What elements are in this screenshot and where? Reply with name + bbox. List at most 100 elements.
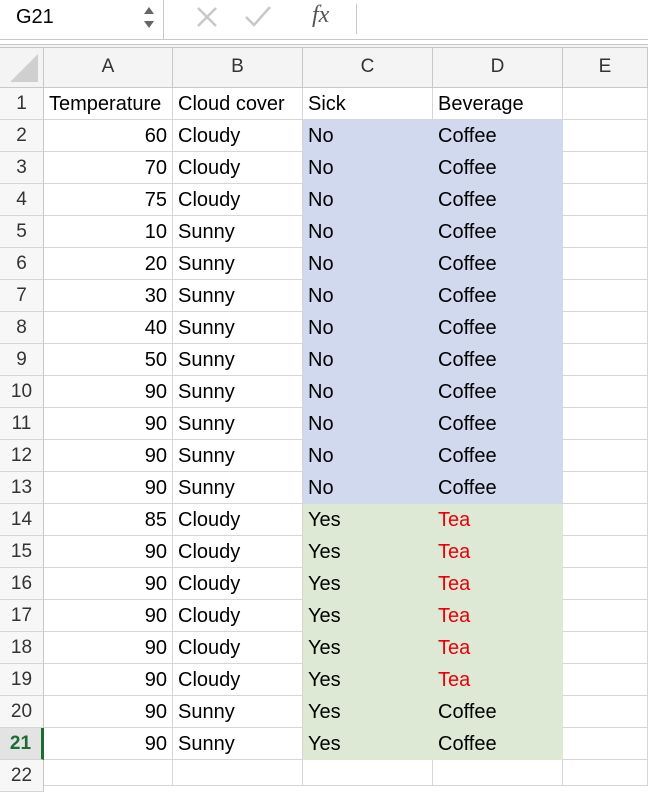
cell[interactable]: Temperature bbox=[44, 88, 173, 120]
name-box[interactable]: G21 bbox=[0, 0, 164, 40]
cell[interactable] bbox=[563, 216, 648, 248]
row-header[interactable]: 10 bbox=[0, 376, 44, 408]
row-header[interactable]: 16 bbox=[0, 568, 44, 600]
row-header[interactable]: 2 bbox=[0, 120, 44, 152]
cell[interactable]: Sunny bbox=[173, 248, 303, 280]
column-header[interactable]: B bbox=[173, 48, 303, 88]
cell[interactable]: No bbox=[303, 312, 433, 344]
row-header[interactable]: 17 bbox=[0, 600, 44, 632]
cell[interactable]: Tea bbox=[433, 600, 563, 632]
cell[interactable]: Coffee bbox=[433, 184, 563, 216]
cell[interactable] bbox=[563, 184, 648, 216]
cell[interactable] bbox=[303, 760, 433, 786]
cell[interactable] bbox=[563, 88, 648, 120]
row-header[interactable]: 5 bbox=[0, 216, 44, 248]
cell[interactable]: Sunny bbox=[173, 472, 303, 504]
cell[interactable] bbox=[563, 760, 648, 786]
cell[interactable] bbox=[563, 664, 648, 696]
cell[interactable]: Coffee bbox=[433, 280, 563, 312]
cell[interactable]: 50 bbox=[44, 344, 173, 376]
cell[interactable]: Yes bbox=[303, 536, 433, 568]
cell[interactable]: Sunny bbox=[173, 344, 303, 376]
row-header[interactable]: 12 bbox=[0, 440, 44, 472]
cell[interactable]: Cloudy bbox=[173, 152, 303, 184]
cell[interactable]: 75 bbox=[44, 184, 173, 216]
cell[interactable] bbox=[563, 376, 648, 408]
cell[interactable]: 30 bbox=[44, 280, 173, 312]
cell[interactable]: Tea bbox=[433, 536, 563, 568]
row-header[interactable]: 7 bbox=[0, 280, 44, 312]
cell[interactable]: Coffee bbox=[433, 472, 563, 504]
cell[interactable]: Sunny bbox=[173, 312, 303, 344]
cell[interactable]: Cloud cover bbox=[173, 88, 303, 120]
cell[interactable]: 10 bbox=[44, 216, 173, 248]
column-header[interactable]: A bbox=[44, 48, 173, 88]
column-header[interactable]: D bbox=[433, 48, 563, 88]
row-header[interactable]: 18 bbox=[0, 632, 44, 664]
cell[interactable]: No bbox=[303, 344, 433, 376]
cell[interactable]: Beverage bbox=[433, 88, 563, 120]
cell[interactable] bbox=[563, 600, 648, 632]
cell[interactable]: 90 bbox=[44, 472, 173, 504]
cell[interactable]: 90 bbox=[44, 728, 173, 760]
cell[interactable]: Coffee bbox=[433, 120, 563, 152]
cell[interactable]: No bbox=[303, 280, 433, 312]
cell[interactable]: Cloudy bbox=[173, 120, 303, 152]
cell[interactable] bbox=[563, 472, 648, 504]
cell[interactable] bbox=[563, 280, 648, 312]
cell[interactable]: No bbox=[303, 248, 433, 280]
cell[interactable]: Tea bbox=[433, 504, 563, 536]
cell[interactable]: Yes bbox=[303, 568, 433, 600]
cell[interactable]: Sunny bbox=[173, 728, 303, 760]
cell[interactable] bbox=[433, 760, 563, 786]
cell[interactable]: Coffee bbox=[433, 696, 563, 728]
cell[interactable]: No bbox=[303, 120, 433, 152]
cell[interactable]: No bbox=[303, 152, 433, 184]
cell[interactable] bbox=[563, 440, 648, 472]
cell[interactable]: Sunny bbox=[173, 280, 303, 312]
cell[interactable]: 90 bbox=[44, 408, 173, 440]
cell[interactable]: Cloudy bbox=[173, 536, 303, 568]
cell[interactable]: No bbox=[303, 376, 433, 408]
cell[interactable]: Coffee bbox=[433, 248, 563, 280]
enter-icon[interactable] bbox=[245, 6, 271, 27]
cell[interactable]: 90 bbox=[44, 440, 173, 472]
row-header[interactable]: 21 bbox=[0, 728, 44, 760]
cell[interactable] bbox=[563, 536, 648, 568]
cell[interactable] bbox=[563, 248, 648, 280]
cell[interactable]: Tea bbox=[433, 632, 563, 664]
row-header[interactable]: 22 bbox=[0, 760, 44, 792]
cell[interactable]: Tea bbox=[433, 568, 563, 600]
cell[interactable]: 90 bbox=[44, 568, 173, 600]
cell[interactable]: No bbox=[303, 440, 433, 472]
cell[interactable]: 70 bbox=[44, 152, 173, 184]
cell[interactable] bbox=[563, 696, 648, 728]
cancel-icon[interactable] bbox=[197, 7, 217, 27]
cell[interactable] bbox=[173, 760, 303, 786]
function-label[interactable]: fx bbox=[312, 2, 330, 28]
cell[interactable] bbox=[563, 408, 648, 440]
row-header[interactable]: 9 bbox=[0, 344, 44, 376]
row-header[interactable]: 19 bbox=[0, 664, 44, 696]
cell[interactable]: Coffee bbox=[433, 152, 563, 184]
cell[interactable]: 90 bbox=[44, 536, 173, 568]
cell[interactable]: Cloudy bbox=[173, 568, 303, 600]
cell[interactable]: Coffee bbox=[433, 216, 563, 248]
cell[interactable]: 40 bbox=[44, 312, 173, 344]
cell[interactable]: 85 bbox=[44, 504, 173, 536]
cell[interactable]: Yes bbox=[303, 632, 433, 664]
cell[interactable]: 90 bbox=[44, 600, 173, 632]
cell[interactable] bbox=[563, 152, 648, 184]
cell[interactable]: Cloudy bbox=[173, 504, 303, 536]
cell[interactable] bbox=[563, 504, 648, 536]
cell[interactable]: Cloudy bbox=[173, 664, 303, 696]
cell[interactable] bbox=[563, 568, 648, 600]
cell[interactable]: No bbox=[303, 216, 433, 248]
cell[interactable]: No bbox=[303, 184, 433, 216]
cell[interactable]: 90 bbox=[44, 376, 173, 408]
row-header[interactable]: 4 bbox=[0, 184, 44, 216]
row-header[interactable]: 20 bbox=[0, 696, 44, 728]
column-header[interactable]: E bbox=[563, 48, 648, 88]
cell[interactable]: Yes bbox=[303, 504, 433, 536]
cell[interactable]: Coffee bbox=[433, 376, 563, 408]
